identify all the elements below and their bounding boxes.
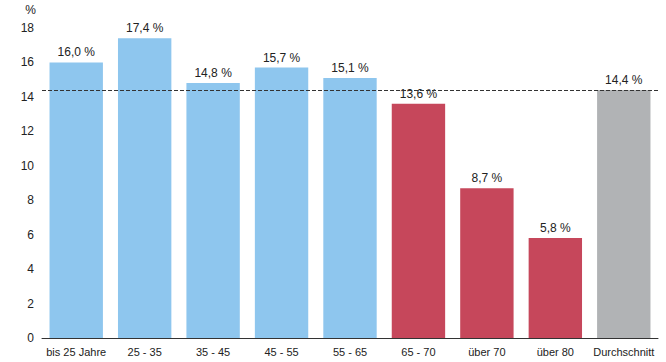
svg-text:10: 10 bbox=[21, 159, 35, 173]
svg-text:14,4 %: 14,4 % bbox=[605, 73, 643, 87]
svg-text:12: 12 bbox=[21, 124, 35, 138]
svg-text:2: 2 bbox=[27, 297, 34, 311]
svg-text:%: % bbox=[25, 3, 36, 17]
svg-text:8: 8 bbox=[27, 193, 34, 207]
svg-text:65 - 70: 65 - 70 bbox=[401, 346, 435, 358]
svg-text:6: 6 bbox=[27, 228, 34, 242]
svg-text:35 - 45: 35 - 45 bbox=[196, 346, 230, 358]
svg-text:Durchschnitt: Durchschnitt bbox=[593, 346, 654, 358]
svg-text:bis 25 Jahre: bis 25 Jahre bbox=[46, 346, 106, 358]
svg-text:25 - 35: 25 - 35 bbox=[128, 346, 162, 358]
svg-text:0: 0 bbox=[27, 331, 34, 345]
svg-text:17,4 %: 17,4 % bbox=[126, 21, 164, 35]
svg-text:18: 18 bbox=[21, 21, 35, 35]
svg-text:15,7 %: 15,7 % bbox=[263, 51, 301, 65]
svg-text:16,0 %: 16,0 % bbox=[58, 45, 96, 59]
svg-text:14,8 %: 14,8 % bbox=[194, 66, 232, 80]
svg-text:4: 4 bbox=[27, 262, 34, 276]
svg-text:5,8 %: 5,8 % bbox=[540, 221, 571, 235]
svg-text:über 70: über 70 bbox=[468, 346, 505, 358]
svg-text:über 80: über 80 bbox=[537, 346, 574, 358]
svg-text:55 - 65: 55 - 65 bbox=[333, 346, 367, 358]
svg-text:13,6 %: 13,6 % bbox=[400, 87, 438, 101]
svg-text:45 - 55: 45 - 55 bbox=[264, 346, 298, 358]
svg-text:16: 16 bbox=[21, 55, 35, 69]
svg-text:14: 14 bbox=[21, 90, 35, 104]
svg-text:8,7 %: 8,7 % bbox=[472, 171, 503, 185]
svg-text:15,1 %: 15,1 % bbox=[331, 61, 369, 75]
